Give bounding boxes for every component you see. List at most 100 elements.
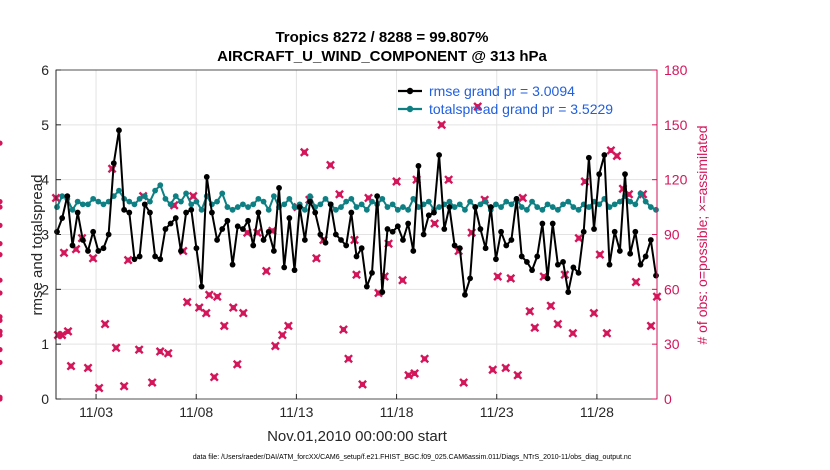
totalspread-point-4 bbox=[74, 198, 81, 205]
totalspread-point-66 bbox=[394, 206, 401, 213]
obs-marker-core-93 bbox=[633, 279, 639, 285]
x-tick-label-1: 11/08 bbox=[179, 404, 213, 420]
obs-marker-core-72 bbox=[495, 273, 501, 280]
totalspread-point-111 bbox=[627, 198, 634, 205]
rmse-point-65 bbox=[389, 228, 396, 235]
rmse-point-19 bbox=[152, 253, 159, 260]
rmse-point-14 bbox=[126, 209, 133, 216]
obs-marker-core-100 bbox=[0, 252, 3, 258]
right-axis-label: # of obs: o=possible; ×=assimilated bbox=[694, 125, 710, 344]
totalspread-point-17 bbox=[141, 193, 148, 200]
rmse-point-26 bbox=[188, 206, 195, 213]
rmse-point-58 bbox=[353, 253, 360, 260]
rmse-point-52 bbox=[322, 239, 329, 246]
y-tick-label-6: 6 bbox=[41, 62, 49, 78]
y-axis-label: rmse and totalspread bbox=[29, 175, 46, 316]
totalspread-point-92 bbox=[529, 198, 535, 205]
rmse-point-2 bbox=[64, 193, 71, 200]
obs-marker-core-90 bbox=[614, 153, 620, 159]
rmse-point-27 bbox=[193, 245, 200, 252]
totalspread-point-68 bbox=[405, 206, 412, 213]
totalspread-point-24 bbox=[178, 198, 184, 205]
rmse-point-13 bbox=[121, 206, 128, 213]
rmse-point-42 bbox=[270, 248, 277, 254]
rmse-point-90 bbox=[518, 253, 525, 260]
right-tick-label-1: 30 bbox=[664, 336, 680, 352]
rmse-point-9 bbox=[100, 245, 107, 252]
totalspread-point-63 bbox=[379, 195, 386, 202]
rmse-series bbox=[54, 127, 659, 298]
obs-marker-core-47 bbox=[336, 191, 343, 197]
rmse-point-71 bbox=[420, 231, 427, 238]
obs-marker-core-33 bbox=[240, 310, 246, 316]
obs-marker-core-103 bbox=[0, 290, 3, 296]
rmse-point-75 bbox=[441, 226, 448, 232]
totalspread-point-26 bbox=[188, 201, 195, 208]
rmse-point-76 bbox=[446, 204, 453, 210]
x-tick-label-0: 11/03 bbox=[79, 404, 113, 420]
totalspread-point-3 bbox=[69, 206, 76, 213]
rmse-point-87 bbox=[503, 242, 510, 249]
totalspread-point-18 bbox=[147, 198, 153, 205]
left-axis-ticks: 0 1 2 3 4 5 6 bbox=[41, 62, 61, 407]
rmse-point-111 bbox=[627, 250, 634, 257]
totalspread-point-6 bbox=[85, 201, 91, 208]
rmse-point-95 bbox=[544, 275, 551, 282]
rmse-point-115 bbox=[647, 237, 654, 243]
totalspread-point-40 bbox=[260, 198, 267, 205]
rmse-point-11 bbox=[110, 160, 117, 167]
totalspread-point-34 bbox=[229, 206, 236, 213]
obs-marker-core-30 bbox=[221, 323, 227, 329]
obs-marker-core-8 bbox=[85, 365, 91, 371]
totalspread-point-59 bbox=[358, 201, 365, 208]
rmse-point-103 bbox=[585, 154, 592, 161]
totalspread-point-77 bbox=[451, 204, 458, 210]
totalspread-point-64 bbox=[384, 204, 391, 210]
obs-marker-core-38 bbox=[272, 343, 278, 349]
obs-marker-core-59 bbox=[405, 372, 412, 378]
rmse-point-55 bbox=[338, 237, 344, 243]
rmse-point-92 bbox=[529, 267, 535, 274]
rmse-point-81 bbox=[472, 204, 479, 210]
totalspread-point-72 bbox=[425, 198, 432, 205]
rmse-point-48 bbox=[301, 237, 308, 243]
obs-marker-core-75 bbox=[515, 372, 521, 378]
rmse-point-102 bbox=[580, 228, 587, 235]
obs-marker-core-36 bbox=[263, 268, 269, 274]
obs-marker-core-4 bbox=[65, 328, 71, 334]
obs-marker-core-48 bbox=[340, 326, 347, 333]
obs-marker-core-77 bbox=[527, 308, 533, 314]
rmse-point-80 bbox=[467, 275, 474, 282]
data-file-footnote: data file: /Users/raeder/DAI/ATM_forcXX/… bbox=[193, 454, 632, 461]
totalspread-point-61 bbox=[369, 198, 375, 205]
obs-marker-core-73 bbox=[503, 365, 509, 371]
rmse-point-35 bbox=[234, 223, 241, 230]
totalspread-point-7 bbox=[90, 195, 97, 202]
totalspread-point-5 bbox=[79, 201, 86, 208]
obs-marker-core-67 bbox=[461, 379, 467, 386]
obs-marker-core-44 bbox=[313, 255, 320, 261]
rmse-point-85 bbox=[493, 256, 499, 263]
rmse-point-23 bbox=[172, 215, 179, 221]
totalspread-point-32 bbox=[219, 190, 226, 197]
rmse-point-74 bbox=[436, 152, 443, 158]
totalspread-point-109 bbox=[616, 198, 623, 205]
totalspread-point-41 bbox=[265, 206, 272, 213]
totalspread-point-103 bbox=[585, 204, 592, 210]
obs-marker-core-83 bbox=[570, 330, 576, 336]
totalspread-point-15 bbox=[131, 201, 138, 208]
rmse-point-32 bbox=[219, 226, 226, 232]
y-tick-label-1: 1 bbox=[41, 336, 49, 352]
obs-marker-core-88 bbox=[604, 330, 610, 336]
totalspread-point-74 bbox=[436, 204, 443, 210]
totalspread-point-54 bbox=[332, 206, 339, 213]
rmse-point-33 bbox=[224, 217, 231, 224]
totalspread-point-38 bbox=[250, 201, 257, 208]
rmse-point-68 bbox=[405, 220, 412, 227]
obs-marker-core-42 bbox=[301, 149, 308, 155]
obs-marker-core-78 bbox=[532, 325, 538, 331]
y-tick-label-3: 3 bbox=[41, 227, 49, 243]
rmse-point-43 bbox=[276, 184, 282, 191]
x-tick-label-5: 11/28 bbox=[580, 404, 614, 420]
